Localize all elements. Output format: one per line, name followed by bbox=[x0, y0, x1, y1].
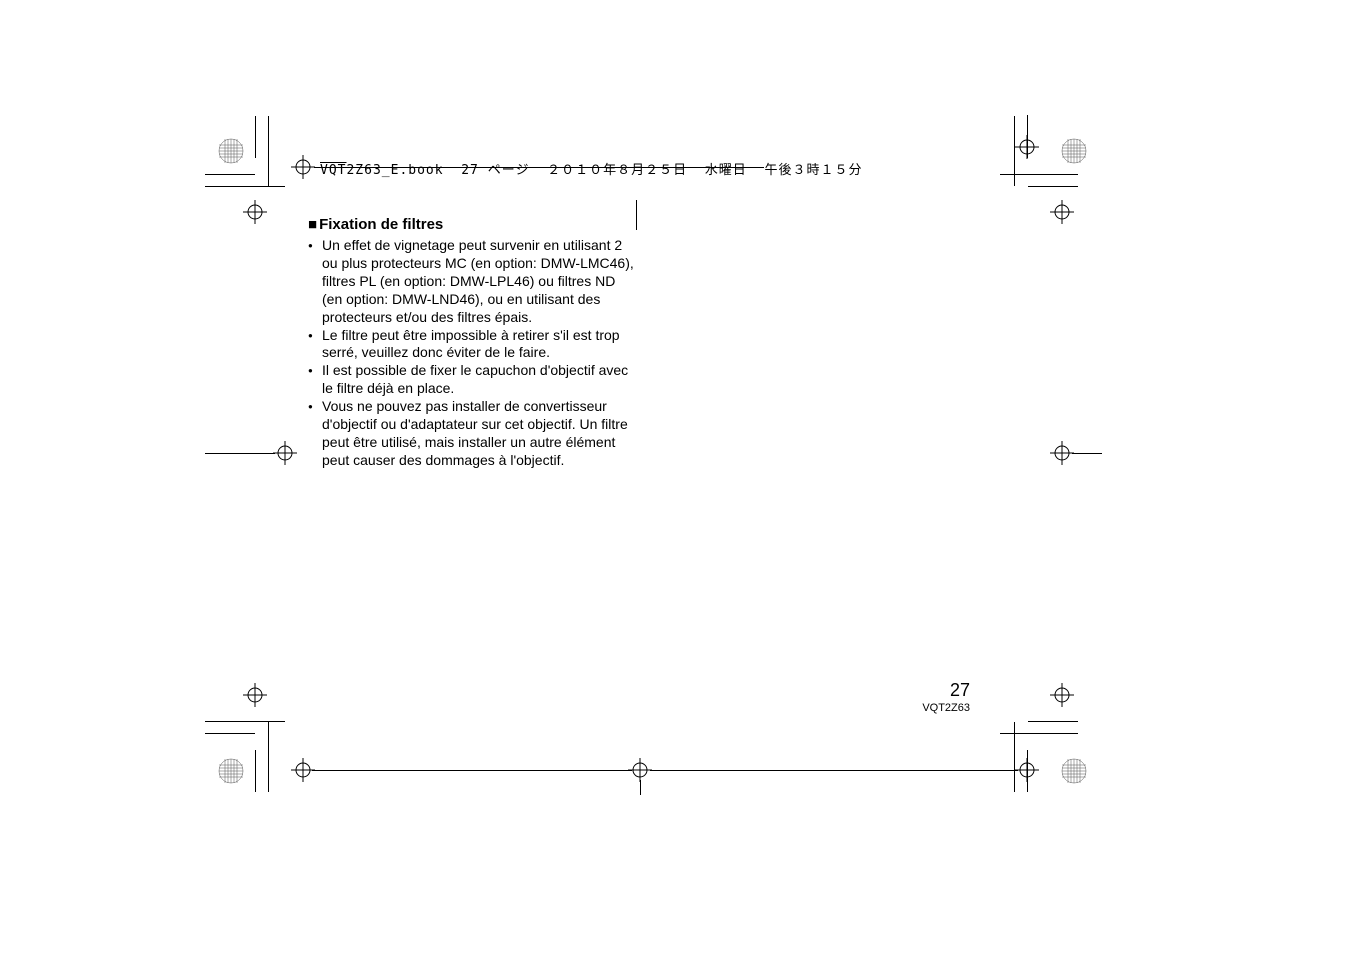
crop-mark bbox=[268, 116, 269, 186]
registration-mark-icon bbox=[291, 155, 315, 179]
crop-mark bbox=[205, 733, 255, 734]
registration-mark-icon bbox=[1050, 683, 1074, 707]
bullet-text: Vous ne pouvez pas installer de converti… bbox=[322, 398, 628, 468]
crop-line bbox=[650, 770, 1018, 771]
crop-line bbox=[640, 780, 641, 795]
header-time: 午後３時１５分 bbox=[764, 163, 862, 178]
color-target-icon bbox=[217, 757, 245, 790]
header-day: 水曜日 bbox=[705, 163, 747, 178]
crop-mark bbox=[1028, 186, 1078, 187]
list-item: Vous ne pouvez pas installer de converti… bbox=[308, 398, 638, 470]
color-target-icon bbox=[1060, 137, 1088, 170]
crop-mark bbox=[255, 116, 256, 158]
bullet-text: Le filtre peut être impossible à retirer… bbox=[322, 327, 620, 361]
registration-mark-icon bbox=[1050, 200, 1074, 224]
heading-bullet-icon: ■ bbox=[308, 216, 317, 233]
page-header: VQT2Z63_E.book 27 ページ ２０１０年８月２５日 水曜日 午後３… bbox=[320, 159, 862, 178]
crop-mark bbox=[255, 750, 256, 792]
crop-mark bbox=[1000, 174, 1078, 175]
registration-mark-icon bbox=[1015, 135, 1039, 159]
heading-text: Fixation de filtres bbox=[319, 216, 443, 233]
crop-line bbox=[205, 453, 275, 454]
registration-mark-icon bbox=[243, 683, 267, 707]
crop-line bbox=[1072, 453, 1102, 454]
color-target-icon bbox=[1060, 757, 1088, 790]
doc-code: VQT2Z63 bbox=[922, 702, 970, 714]
crop-mark bbox=[205, 174, 255, 175]
crop-mark bbox=[1028, 721, 1078, 722]
page-label: 27 ページ bbox=[461, 163, 529, 178]
list-item: Un effet de vignetage peut survenir en u… bbox=[308, 237, 638, 327]
crop-mark bbox=[205, 186, 285, 187]
main-content: ■Fixation de filtres Un effet de vigneta… bbox=[308, 216, 638, 470]
registration-mark-icon bbox=[243, 200, 267, 224]
bullet-text: Un effet de vignetage peut survenir en u… bbox=[322, 237, 634, 325]
book-name: 2Z63_E.book bbox=[346, 163, 443, 178]
list-item: Le filtre peut être impossible à retirer… bbox=[308, 327, 638, 363]
registration-mark-icon bbox=[1050, 441, 1074, 465]
bullet-list: Un effet de vignetage peut survenir en u… bbox=[308, 237, 638, 470]
list-item: Il est possible de fixer le capuchon d'o… bbox=[308, 362, 638, 398]
crop-line bbox=[312, 770, 632, 771]
color-target-icon bbox=[217, 137, 245, 170]
registration-mark-icon bbox=[273, 441, 297, 465]
registration-mark-icon bbox=[1015, 758, 1039, 782]
crop-mark bbox=[1000, 733, 1078, 734]
book-prefix: VQT bbox=[320, 163, 346, 178]
header-date: ２０１０年８月２５日 bbox=[547, 163, 687, 178]
crop-mark bbox=[205, 721, 285, 722]
bullet-text: Il est possible de fixer le capuchon d'o… bbox=[322, 362, 628, 396]
section-heading: ■Fixation de filtres bbox=[308, 216, 638, 233]
page-number: 27 bbox=[950, 680, 970, 701]
crop-line bbox=[1027, 115, 1028, 137]
crop-mark bbox=[268, 722, 269, 792]
